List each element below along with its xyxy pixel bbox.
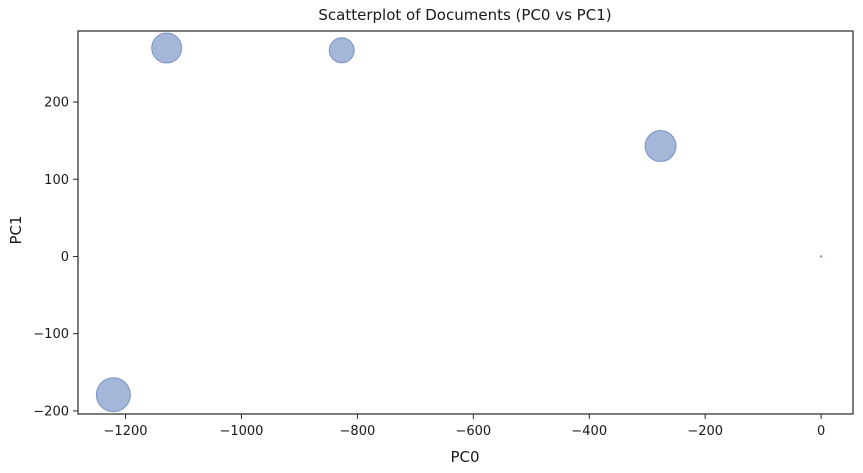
x-tick-label: −600 [455,424,491,439]
data-point [151,32,183,64]
data-point [328,37,355,64]
x-tick-label: 0 [817,424,825,439]
data-points [95,32,823,413]
x-tick-label: −1200 [104,424,148,439]
x-tick-label: −800 [340,424,376,439]
x-tick-label: −200 [687,424,723,439]
data-point [95,377,131,413]
y-axis: −200 −100 0 100 200 [33,96,78,419]
chart-title: Scatterplot of Documents (PC0 vs PC1) [318,6,611,24]
y-tick-label: 200 [44,96,69,111]
y-tick-label: 0 [61,250,69,265]
x-tick-label: −1000 [219,424,263,439]
y-tick-label: −100 [33,327,69,342]
plot-area [77,30,854,415]
x-axis: −1200 −1000 −800 −600 −400 −200 0 [104,414,825,439]
data-point [644,130,677,163]
y-tick-label: −200 [33,404,69,419]
y-tick-label: 100 [44,173,69,188]
data-point [819,255,823,258]
x-tick-label: −400 [571,424,607,439]
y-axis-label: PC1 [7,215,25,244]
x-axis-label: PC0 [450,448,479,466]
